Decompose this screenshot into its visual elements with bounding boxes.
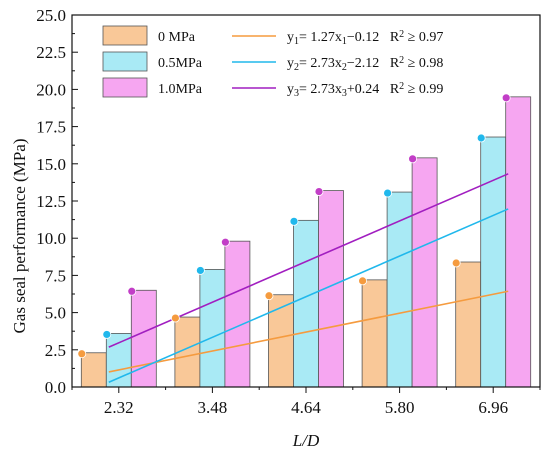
- plot-area: [77, 93, 532, 388]
- marker-0-1: [170, 313, 180, 323]
- marker-1-0: [102, 330, 112, 339]
- marker-0-0: [77, 349, 87, 359]
- y-tick-label: 12.5: [36, 192, 66, 211]
- legend-fit-equation-1: y1= 1.27x1−0.12 R2 ≥ 0.97: [287, 29, 443, 47]
- legend-swatch-2: [102, 77, 148, 98]
- marker-0-2: [264, 291, 274, 301]
- y-tick-label: 2.5: [45, 341, 66, 360]
- legend: 0 MPa 0.5MPa 1.0MPa y1= 1.27x1−0.12 R2 ≥ 0.…: [102, 25, 443, 99]
- bar-0-2: [268, 294, 294, 388]
- fit-line-1: [108, 290, 509, 373]
- marker-1-1: [195, 266, 205, 275]
- y-tick-label: 20.0: [36, 80, 66, 99]
- axes: 0.0 2.5 5.0 7.5 10.0 12.5 15.0 17.5 20.0 22.5 25.0…: [36, 6, 541, 417]
- x-tick-label: 4.64: [291, 398, 321, 417]
- bar-2-1: [224, 240, 251, 388]
- y-tick-label: 17.5: [36, 118, 66, 137]
- bar-1-2: [293, 219, 319, 388]
- marker-0-4: [451, 258, 461, 268]
- marker-2-4: [501, 93, 511, 103]
- legend-label-0: 0 MPa: [158, 30, 196, 45]
- bar-1-1: [199, 269, 226, 388]
- bar-0-0: [80, 352, 107, 388]
- fit-line-2: [108, 208, 509, 383]
- x-tick-label: 6.96: [478, 398, 508, 417]
- bar-0-4: [455, 261, 482, 388]
- y-tick-label: 15.0: [36, 155, 66, 174]
- bar-1-0: [105, 333, 132, 388]
- y-tick-label: 22.5: [36, 43, 66, 62]
- marker-1-2: [289, 216, 299, 226]
- legend-fit-equation-2: y2= 2.73x2−2.12 R2 ≥ 0.98: [287, 55, 443, 73]
- x-axis-title: L/D: [292, 431, 320, 450]
- marker-1-4: [476, 133, 486, 143]
- y-tick-label: 0.0: [45, 378, 66, 397]
- marker-2-3: [408, 154, 418, 164]
- bar-0-3: [361, 279, 388, 388]
- y-tick-label: 25.0: [36, 6, 66, 25]
- y-tick-label: 10.0: [36, 229, 66, 248]
- legend-label-1: 0.5MPa: [158, 56, 203, 71]
- y-tick-label: 7.5: [45, 266, 66, 285]
- marker-1-3: [383, 188, 393, 198]
- bar-2-3: [411, 157, 438, 388]
- marker-2-1: [220, 237, 230, 247]
- marker-2-0: [127, 286, 137, 296]
- y-tick-label: 5.0: [45, 304, 66, 323]
- marker-2-2: [314, 187, 324, 196]
- legend-swatch-0: [102, 25, 148, 46]
- x-tick-label: 2.32: [104, 398, 134, 417]
- legend-label-2: 1.0MPa: [158, 82, 203, 97]
- legend-swatch-1: [102, 51, 148, 72]
- y-axis-title: Gas seal performance (MPa): [10, 139, 29, 334]
- legend-fit-equation-3: y3= 2.73x3+0.24 R2 ≥ 0.99: [287, 81, 443, 99]
- marker-0-3: [358, 276, 368, 286]
- x-tick-label: 5.80: [385, 398, 415, 417]
- bar-2-4: [505, 96, 532, 388]
- bar-2-0: [130, 289, 157, 388]
- bar-1-4: [480, 136, 507, 388]
- x-tick-label: 3.48: [198, 398, 228, 417]
